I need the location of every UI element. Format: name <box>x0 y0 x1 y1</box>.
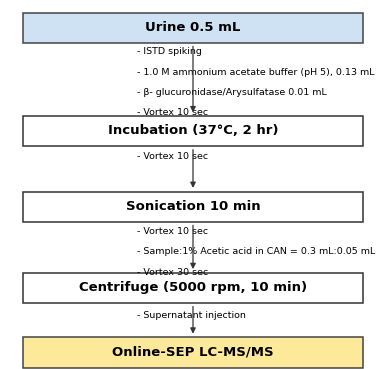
Text: - Vortex 10 sec: - Vortex 10 sec <box>137 152 208 161</box>
Text: Centrifuge (5000 rpm, 10 min): Centrifuge (5000 rpm, 10 min) <box>79 281 307 294</box>
FancyBboxPatch shape <box>23 192 363 222</box>
Text: Incubation (37°C, 2 hr): Incubation (37°C, 2 hr) <box>108 124 278 138</box>
Text: - Sample:1% Acetic acid in CAN = 0.3 mL:0.05 mL: - Sample:1% Acetic acid in CAN = 0.3 mL:… <box>137 247 375 256</box>
Text: - Vortex 10 sec: - Vortex 10 sec <box>137 227 208 236</box>
Text: - 1.0 M ammonium acetate buffer (pH 5), 0.13 mL: - 1.0 M ammonium acetate buffer (pH 5), … <box>137 68 374 76</box>
Text: - ISTD spiking: - ISTD spiking <box>137 47 202 56</box>
FancyBboxPatch shape <box>23 116 363 146</box>
Text: Online-SEP LC-MS/MS: Online-SEP LC-MS/MS <box>112 346 274 359</box>
FancyBboxPatch shape <box>23 273 363 303</box>
FancyBboxPatch shape <box>23 13 363 43</box>
Text: - Vortex 10 sec: - Vortex 10 sec <box>137 108 208 117</box>
FancyBboxPatch shape <box>23 337 363 368</box>
Text: - β- glucuronidase/Arysulfatase 0.01 mL: - β- glucuronidase/Arysulfatase 0.01 mL <box>137 88 327 97</box>
Text: - Vortex 30 sec: - Vortex 30 sec <box>137 268 208 276</box>
Text: - Supernatant injection: - Supernatant injection <box>137 311 246 320</box>
Text: Urine 0.5 mL: Urine 0.5 mL <box>145 21 241 34</box>
Text: Sonication 10 min: Sonication 10 min <box>126 200 260 213</box>
